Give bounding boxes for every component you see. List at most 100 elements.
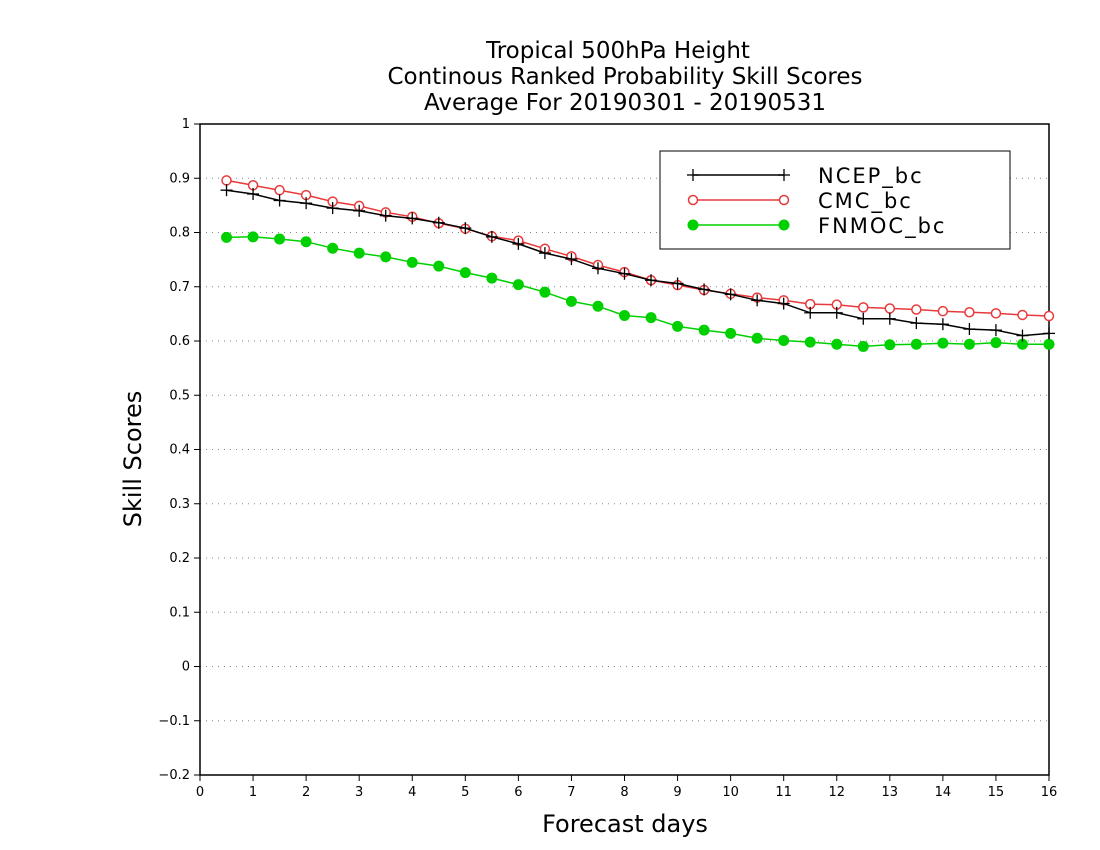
data-point-ncep-bc	[751, 294, 764, 307]
data-point-cmc-bc	[884, 303, 896, 314]
data-point-ncep-bc	[326, 202, 339, 215]
y-tick-label: 1	[182, 117, 190, 132]
data-point-cmc-bc	[1043, 310, 1055, 322]
x-tick-label: 15	[988, 785, 1005, 800]
data-point-fnmoc-bc	[831, 338, 843, 350]
data-point-ncep-bc	[512, 237, 525, 250]
data-point-ncep-bc	[485, 230, 498, 243]
chart-title-line-2: Continous Ranked Probability Skill Score…	[387, 64, 862, 90]
y-tick-label: 0.8	[169, 226, 190, 241]
y-axis-title: Skill Scores	[119, 391, 147, 528]
data-point-fnmoc-bc	[672, 320, 684, 332]
chart-title-line-3: Average For 20190301 - 20190531	[424, 90, 826, 116]
x-tick-label: 5	[461, 785, 469, 800]
legend-marker	[687, 219, 699, 231]
y-tick-label: −0.1	[158, 714, 190, 729]
data-point-fnmoc-bc	[247, 231, 259, 243]
data-point-fnmoc-bc	[327, 242, 339, 254]
data-point-fnmoc-bc	[433, 260, 445, 272]
data-point-ncep-bc	[353, 204, 366, 217]
legend-item-fnmoc-bc: FNMOC_bc	[687, 214, 944, 239]
x-tick-label: 3	[355, 785, 363, 800]
data-point-fnmoc-bc	[937, 337, 949, 349]
data-point-fnmoc-bc	[884, 339, 896, 351]
legend-marker	[778, 194, 790, 206]
data-point-fnmoc-bc	[619, 310, 630, 322]
data-point-fnmoc-bc	[963, 338, 975, 350]
y-tick-label: 0.6	[169, 334, 190, 349]
gridlines	[200, 177, 1049, 722]
data-point-cmc-bc	[274, 184, 285, 196]
data-point-cmc-bc	[858, 302, 869, 313]
y-tick-label: −0.2	[158, 768, 190, 783]
data-point-fnmoc-bc	[512, 279, 524, 291]
x-tick-label: 6	[514, 785, 522, 800]
y-tick-label: 0.2	[169, 551, 190, 566]
series-line-ncep-bc	[226, 189, 1050, 337]
data-point-fnmoc-bc	[300, 236, 312, 248]
plot-series	[220, 175, 1055, 352]
data-point-ncep-bc	[963, 323, 976, 336]
data-point-ncep-bc	[565, 253, 578, 266]
x-tick-label: 11	[775, 785, 792, 800]
data-point-ncep-bc	[910, 317, 923, 330]
x-tick-label: 2	[302, 785, 310, 800]
data-point-fnmoc-bc	[645, 312, 657, 324]
x-tick-label: 0	[196, 785, 204, 800]
series-fnmoc-bc	[221, 231, 1055, 352]
y-tick-label: 0.3	[169, 497, 190, 512]
data-point-ncep-bc	[247, 187, 260, 200]
legend-marker	[687, 194, 699, 206]
data-point-ncep-bc	[618, 267, 631, 280]
data-point-fnmoc-bc	[539, 286, 551, 298]
data-point-fnmoc-bc	[565, 295, 577, 307]
data-point-ncep-bc	[273, 194, 286, 207]
data-point-ncep-bc	[936, 318, 949, 331]
x-tick-label: 13	[882, 785, 899, 800]
x-tick-label: 4	[408, 785, 416, 800]
data-point-ncep-bc	[379, 209, 392, 222]
data-point-fnmoc-bc	[804, 336, 816, 348]
data-point-cmc-bc	[911, 304, 922, 315]
data-point-ncep-bc	[671, 277, 684, 290]
data-point-ncep-bc	[1043, 327, 1055, 340]
data-point-fnmoc-bc	[380, 251, 392, 263]
x-tick-label: 7	[567, 785, 575, 800]
legend-marker	[687, 169, 699, 181]
data-point-fnmoc-bc	[459, 267, 471, 279]
data-point-ncep-bc	[989, 324, 1002, 337]
data-point-ncep-bc	[538, 247, 551, 260]
data-point-ncep-bc	[459, 222, 472, 235]
data-point-fnmoc-bc	[406, 256, 418, 268]
data-point-fnmoc-bc	[1043, 338, 1055, 350]
x-tick-label: 9	[673, 785, 681, 800]
data-point-fnmoc-bc	[486, 272, 498, 284]
x-tick-label: 1	[249, 785, 257, 800]
data-point-cmc-bc	[964, 306, 975, 318]
x-axis-title: Forecast days	[542, 810, 708, 838]
data-point-fnmoc-bc	[274, 233, 286, 245]
axes: −0.2−0.100.10.20.30.40.50.60.70.80.910 1 2…	[158, 117, 1057, 800]
data-point-ncep-bc	[830, 306, 843, 319]
legend-label: NCEP_bc	[818, 164, 924, 189]
data-point-fnmoc-bc	[990, 337, 1002, 349]
data-point-ncep-bc	[591, 262, 604, 275]
y-tick-label: 0.7	[169, 280, 190, 295]
data-point-ncep-bc	[724, 288, 737, 301]
data-point-ncep-bc	[406, 212, 419, 225]
data-point-ncep-bc	[300, 197, 313, 210]
legend-item-ncep-bc: NCEP_bc	[687, 164, 924, 189]
x-tick-label: 10	[722, 785, 739, 800]
chart-title-line-1: Tropical 500hPa Height	[485, 38, 750, 64]
data-point-fnmoc-bc	[725, 327, 737, 339]
y-tick-label: 0.4	[169, 443, 190, 458]
data-point-ncep-bc	[1016, 329, 1029, 342]
legend-marker	[778, 219, 790, 231]
x-tick-label: 14	[935, 785, 952, 800]
data-point-fnmoc-bc	[778, 334, 790, 346]
y-tick-label: 0	[182, 660, 190, 675]
data-point-fnmoc-bc	[857, 340, 869, 352]
data-point-fnmoc-bc	[910, 338, 922, 350]
